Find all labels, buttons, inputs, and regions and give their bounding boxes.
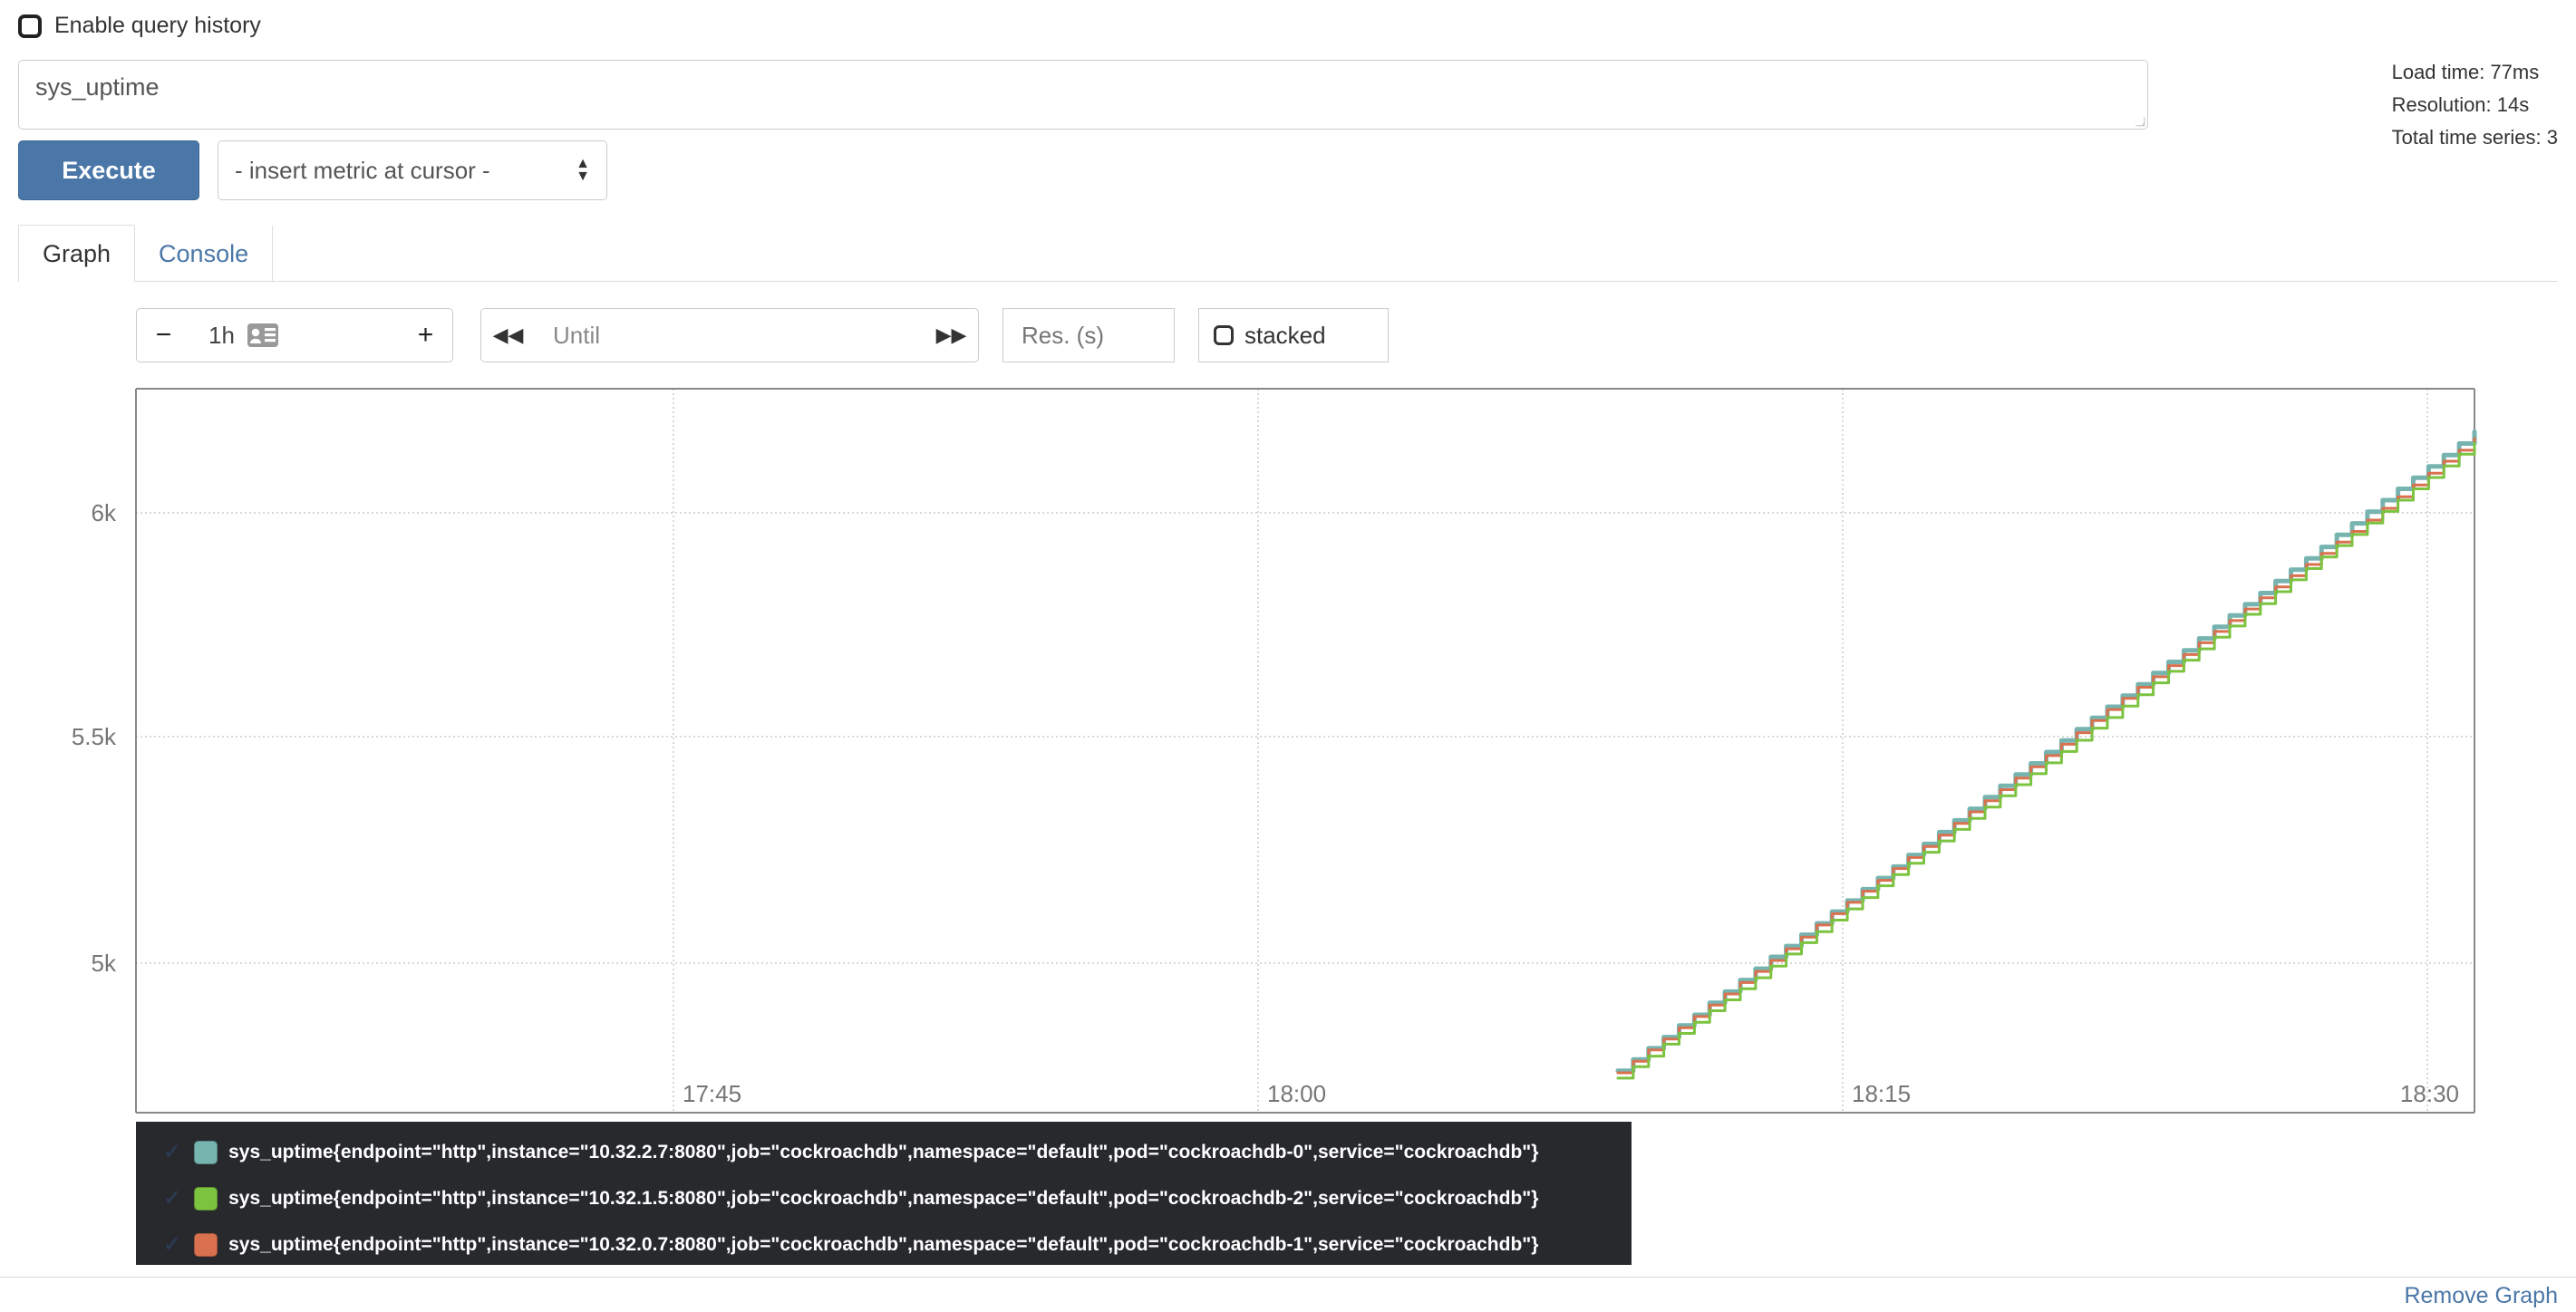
svg-text:18:30: 18:30 [2400, 1080, 2459, 1107]
svg-text:18:15: 18:15 [1852, 1080, 1911, 1107]
svg-text:6k: 6k [92, 499, 117, 526]
svg-text:17:45: 17:45 [683, 1080, 741, 1107]
svg-text:18:00: 18:00 [1267, 1080, 1326, 1107]
svg-text:5.5k: 5.5k [72, 723, 117, 750]
svg-text:5k: 5k [92, 950, 117, 977]
